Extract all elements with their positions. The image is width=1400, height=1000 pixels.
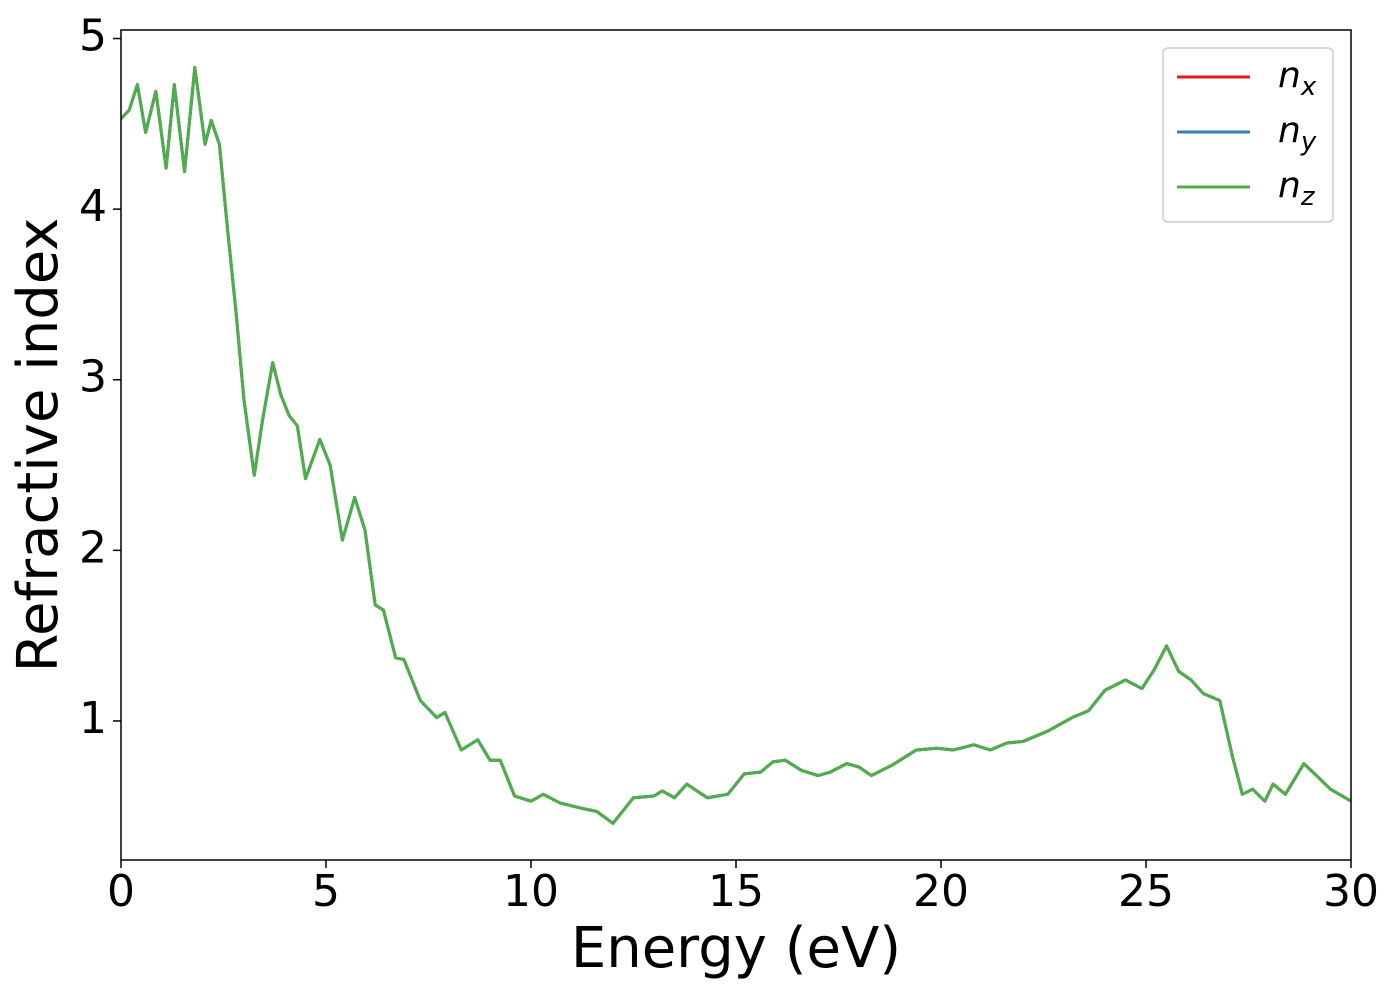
x-axis-label: Energy (eV) bbox=[571, 916, 901, 981]
legend-label: nx bbox=[1278, 55, 1317, 102]
legend-label: ny bbox=[1278, 110, 1317, 157]
x-tick-label: 20 bbox=[913, 866, 969, 917]
y-tick-label: 3 bbox=[79, 352, 107, 403]
y-tick-label: 5 bbox=[79, 11, 107, 62]
legend-box bbox=[1162, 47, 1334, 223]
data-line bbox=[121, 66, 1351, 825]
plot-frame bbox=[120, 29, 1352, 861]
y-axis-label: Refractive index bbox=[6, 218, 71, 673]
x-tick-label: 30 bbox=[1323, 866, 1379, 917]
y-tick-label: 2 bbox=[79, 522, 107, 573]
x-tick-label: 10 bbox=[503, 866, 559, 917]
y-tick-label: 4 bbox=[79, 181, 107, 232]
y-tick-label: 1 bbox=[79, 693, 107, 744]
x-tick-label: 5 bbox=[312, 866, 340, 917]
x-tick-label: 0 bbox=[107, 866, 135, 917]
x-tick-label: 25 bbox=[1118, 866, 1174, 917]
legend-label: nz bbox=[1278, 165, 1316, 212]
x-tick-label: 15 bbox=[708, 866, 764, 917]
